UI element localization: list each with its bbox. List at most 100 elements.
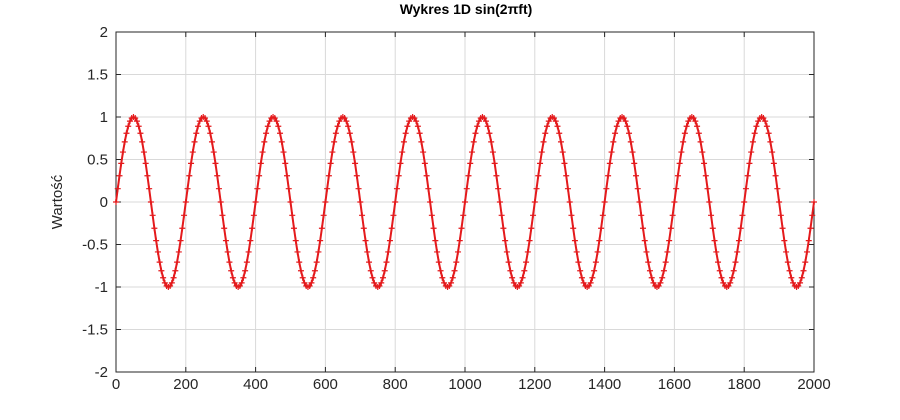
data-point: [423, 172, 430, 179]
data-point: [453, 259, 460, 266]
data-point: [263, 130, 270, 137]
data-point: [715, 259, 722, 266]
data-point: [706, 199, 713, 205]
data-point: [603, 185, 610, 192]
data-point: [650, 279, 657, 286]
data-point: [132, 115, 139, 122]
data-point: [434, 248, 441, 255]
data-point: [404, 123, 411, 130]
data-point: [605, 172, 612, 179]
data-point: [182, 199, 189, 205]
data-point: [172, 267, 179, 274]
data-point: [589, 274, 596, 281]
data-point: [406, 118, 413, 125]
data-point: [599, 212, 606, 219]
series-0: [113, 114, 817, 290]
data-point: [585, 282, 592, 289]
data-point: [809, 212, 816, 219]
data-point: [760, 115, 767, 122]
data-point: [638, 212, 645, 219]
data-point: [556, 130, 563, 137]
data-point: [711, 237, 718, 244]
data-point: [325, 172, 332, 179]
y-axis-label: Wartość: [49, 174, 66, 229]
data-point: [786, 267, 793, 274]
data-point: [802, 259, 809, 266]
data-point: [277, 130, 284, 137]
data-point: [229, 274, 236, 281]
data-point: [261, 138, 268, 145]
x-tick-label: 200: [173, 376, 198, 393]
data-point: [592, 259, 599, 266]
data-point: [699, 149, 706, 156]
data-point: [343, 118, 350, 125]
data-point: [552, 118, 559, 125]
data-point: [367, 267, 374, 274]
data-point: [184, 185, 191, 192]
data-point: [256, 172, 263, 179]
data-point: [397, 160, 404, 167]
data-point: [306, 282, 313, 289]
data-point: [769, 149, 776, 156]
data-point: [205, 123, 212, 130]
data-point: [531, 199, 538, 205]
data-point: [573, 248, 580, 255]
data-point: [189, 149, 196, 156]
data-point: [694, 123, 701, 130]
data-point: [243, 259, 250, 266]
x-tick-label: 1600: [658, 376, 691, 393]
data-point: [186, 172, 193, 179]
data-point: [181, 212, 188, 219]
data-point: [805, 237, 812, 244]
data-point: [767, 138, 774, 145]
data-point: [671, 199, 678, 205]
data-point: [544, 123, 551, 130]
data-point: [655, 282, 662, 289]
data-point: [753, 123, 760, 130]
data-point: [465, 172, 472, 179]
data-point: [149, 212, 156, 219]
data-point: [259, 149, 266, 156]
data-point: [297, 267, 304, 274]
data-point: [557, 138, 564, 145]
data-point: [135, 123, 142, 130]
data-point: [308, 279, 315, 286]
data-point: [542, 130, 549, 137]
data-point: [620, 115, 627, 122]
data-point: [427, 199, 434, 205]
data-point: [249, 225, 256, 232]
data-point: [540, 138, 547, 145]
data-point: [254, 185, 261, 192]
data-point: [657, 279, 664, 286]
data-point: [151, 225, 158, 232]
data-point: [242, 267, 249, 274]
data-point: [203, 118, 210, 125]
data-point: [608, 149, 615, 156]
data-point: [737, 225, 744, 232]
data-point: [636, 199, 643, 205]
data-point: [634, 185, 641, 192]
data-point: [749, 138, 756, 145]
data-point: [578, 274, 585, 281]
data-point: [561, 160, 568, 167]
data-point: [772, 172, 779, 179]
data-point: [779, 225, 786, 232]
data-point: [765, 130, 772, 137]
data-point: [455, 248, 462, 255]
y-tick-label: 0: [100, 194, 108, 211]
data-point: [355, 185, 362, 192]
series-layer: [113, 114, 817, 290]
data-point: [428, 212, 435, 219]
data-point: [735, 237, 742, 244]
data-point: [748, 149, 755, 156]
data-point: [221, 225, 228, 232]
data-point: [140, 149, 147, 156]
data-point: [381, 267, 388, 274]
data-point: [392, 199, 399, 205]
data-point: [491, 160, 498, 167]
data-point: [601, 199, 608, 205]
data-point: [763, 123, 770, 130]
data-point: [612, 130, 619, 137]
data-point: [594, 248, 601, 255]
